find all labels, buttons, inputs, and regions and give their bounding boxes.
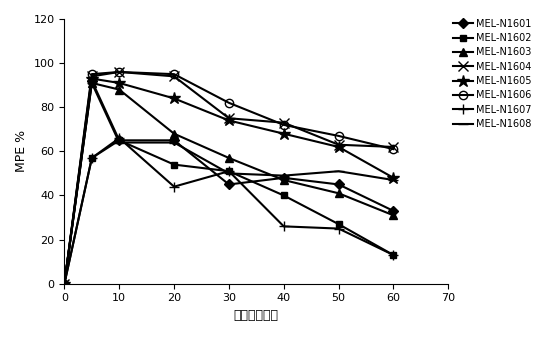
MEL-N1602 [335,222,342,226]
MEL-N1607 [281,224,287,228]
MEL-N1604 [116,70,123,74]
MEL-N1605 [226,118,232,122]
MEL-N1603 [116,88,123,92]
MEL-N1601 [281,176,287,180]
MEL-N1605 [116,81,123,85]
Line: MEL-N1607: MEL-N1607 [60,133,398,288]
MEL-N1602 [171,162,177,166]
MEL-N1607 [335,226,342,231]
Legend: MEL-N1601, MEL-N1602, MEL-N1603, MEL-N1604, MEL-N1605, MEL-N1606, MEL-N1607, MEL: MEL-N1601, MEL-N1602, MEL-N1603, MEL-N16… [453,19,532,129]
MEL-N1601 [226,182,232,186]
MEL-N1601 [171,138,177,142]
MEL-N1605 [171,96,177,100]
Line: MEL-N1603: MEL-N1603 [60,79,398,288]
MEL-N1608 [226,172,232,176]
MEL-N1607 [61,282,68,286]
MEL-N1607 [171,185,177,189]
MEL-N1605 [390,176,397,180]
MEL-N1604 [61,282,68,286]
MEL-N1603 [171,132,177,136]
Line: MEL-N1608: MEL-N1608 [60,78,398,288]
MEL-N1603 [335,191,342,195]
MEL-N1607 [390,253,397,257]
MEL-N1604 [171,74,177,79]
MEL-N1603 [226,156,232,160]
MEL-N1601 [89,79,95,83]
MEL-N1603 [390,213,397,217]
MEL-N1602 [116,138,123,142]
Line: MEL-N1601: MEL-N1601 [61,77,397,287]
MEL-N1608 [89,81,95,85]
MEL-N1607 [116,136,123,140]
MEL-N1605 [61,282,68,286]
MEL-N1608 [171,141,177,145]
MEL-N1608 [61,282,68,286]
MEL-N1603 [61,282,68,286]
Line: MEL-N1605: MEL-N1605 [58,72,400,290]
MEL-N1602 [281,193,287,197]
MEL-N1602 [390,253,397,257]
Line: MEL-N1606: MEL-N1606 [60,68,398,288]
MEL-N1602 [89,156,95,160]
MEL-N1604 [281,121,287,125]
MEL-N1605 [281,132,287,136]
MEL-N1601 [116,138,123,142]
MEL-N1608 [281,174,287,178]
MEL-N1606 [89,72,95,76]
MEL-N1603 [89,81,95,85]
MEL-N1607 [89,156,95,160]
MEL-N1605 [89,76,95,81]
MEL-N1608 [335,169,342,173]
MEL-N1604 [89,74,95,79]
MEL-N1606 [61,282,68,286]
Y-axis label: MPE %: MPE % [15,130,28,173]
MEL-N1602 [226,169,232,173]
Line: MEL-N1604: MEL-N1604 [60,67,398,288]
MEL-N1604 [390,145,397,149]
Line: MEL-N1602: MEL-N1602 [61,137,397,287]
MEL-N1606 [390,147,397,151]
X-axis label: 时间（分钟）: 时间（分钟） [234,309,279,322]
MEL-N1602 [61,282,68,286]
MEL-N1606 [281,123,287,127]
MEL-N1606 [226,101,232,105]
MEL-N1608 [390,178,397,182]
MEL-N1601 [61,282,68,286]
MEL-N1608 [116,141,123,145]
MEL-N1606 [335,134,342,138]
MEL-N1606 [116,70,123,74]
MEL-N1604 [335,143,342,147]
MEL-N1605 [335,145,342,149]
MEL-N1601 [390,209,397,213]
MEL-N1604 [226,116,232,120]
MEL-N1603 [281,178,287,182]
MEL-N1607 [226,169,232,173]
MEL-N1601 [335,182,342,186]
MEL-N1606 [171,72,177,76]
